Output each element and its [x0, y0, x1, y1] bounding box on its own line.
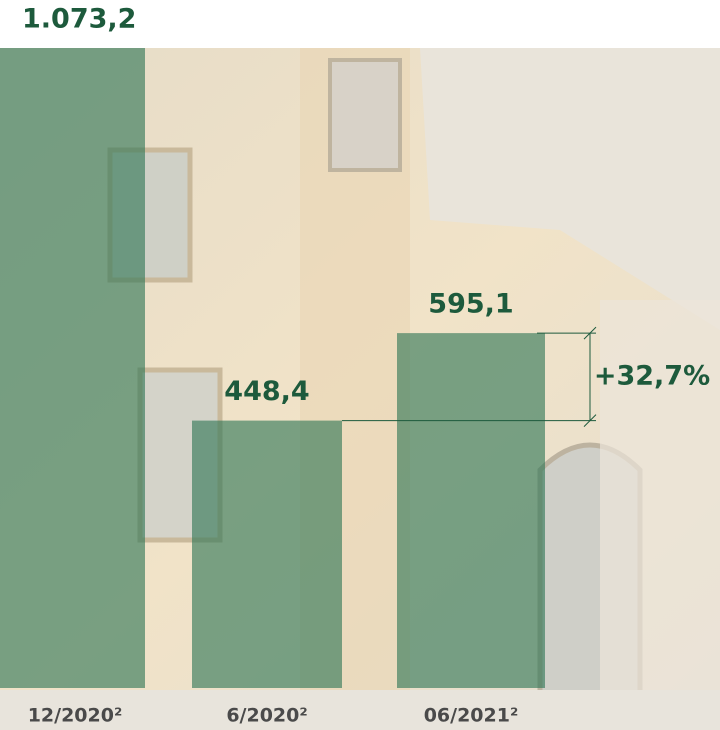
value-label: 595,1: [428, 289, 513, 320]
value-label: 1.073,2: [22, 4, 136, 35]
bar: [397, 333, 545, 688]
x-tick-label: 06/2021²: [424, 705, 519, 727]
value-label: 448,4: [224, 376, 309, 407]
bar: [192, 421, 342, 688]
annotation: +32,7%: [594, 360, 710, 391]
chart: 1.073,2 12/2020² 448,4 6/2020² 595,1 06/2021²…: [0, 0, 720, 730]
x-tick-label: 12/2020²: [28, 705, 123, 727]
bar: [0, 48, 145, 688]
x-tick-label: 6/2020²: [226, 705, 307, 727]
